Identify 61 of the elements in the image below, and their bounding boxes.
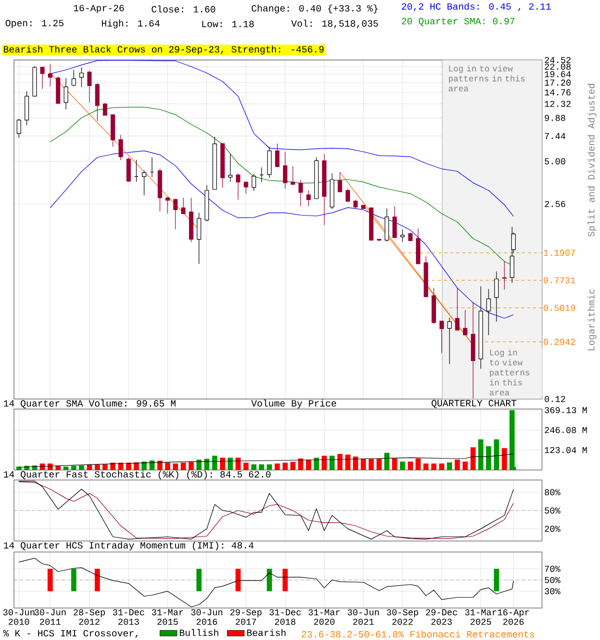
y-tick-label: 19.64 [544,71,571,78]
x-tick-label: 30-Jun 2010 [3,609,34,625]
y-tick-label: 123.04 M [544,446,587,454]
x-tick-label: 30-Jun 2016 [191,609,222,625]
x-tick-label: 31-Dec 2018 [270,609,301,625]
x-tick-label: 31-Mar 2025 [465,609,496,625]
x-tick-label: 30-Sep 2022 [386,609,418,625]
text: High: 1.64 [102,20,160,28]
annotation: 0.5019 [544,304,575,311]
text: 20 Quarter SMA: 0.97 [402,18,514,26]
legend-label: Bullish [180,629,218,636]
legend-title: % K - HCS IMI Crossover, [3,630,138,638]
x-tick-label: 29-Dec 2023 [426,609,458,625]
y-tick-label: 22.08 [544,64,571,70]
text: 23.6-38.2-50-61.8% Fibonacci Retracements [302,630,534,638]
chart-title: 14 Quarter HCS Intraday Momentum (IMI): 48.4 [4,542,254,550]
x-tick-label: 28-Sep 2012 [74,609,105,625]
text: Change: 0.40 {+33.3 %} [252,4,378,14]
text: Close: 1.60 [152,6,216,12]
y-tick-label: 5.00 [544,158,566,164]
text: 20,2 HC Bands: 0.45 , 2.11 [402,2,551,12]
y-tick-label: 369.13 M [544,407,587,414]
y-tick-label: 14.76 [544,89,571,96]
y-tick-label: 20% [544,526,560,532]
x-tick-label: 30-Jun 2011 [34,609,66,625]
y-tick-label: 246.08 M [544,427,587,434]
chart-title: 14 Quarter Fast Stochastic (%K) (%D): 84.5 62.0 [4,470,271,480]
y-tick-label: 80% [544,489,560,496]
text: Low: 1.18 [202,20,254,28]
y-tick-label: 9.88 [544,114,566,121]
x-tick-label: 31-Mar 2020 [308,609,340,625]
y-tick-label: 7.44 [544,133,566,139]
chart-title: Bearish Three Black Crows on 29-Sep-23, Strength: -456.9 [4,46,324,54]
y-tick-label: 17.20 [544,80,571,86]
annotation: 0.2942 [544,338,575,345]
y-tick-label: 50% [544,507,560,514]
legend-label: Bearish [247,629,286,636]
y-tick-label: 12.32 [544,100,571,107]
annotation: Log in to view patterns in this area [490,349,530,396]
y-tick-label: 0.12 [544,396,566,402]
text: Open: 1.25 [6,20,64,28]
text: Vol: 18,518,035 [291,20,378,28]
x-tick-label: 31-Dec 2013 [112,609,144,625]
y-tick-label: 30% [544,588,560,594]
y-axis-title: Split and Dividend Adjusted [588,84,596,237]
annotation: Log in to view patterns in this area [448,65,525,92]
text: Volume By Price [251,400,336,408]
y-tick-label: 70% [544,566,560,572]
annotation: 0.7731 [544,277,576,284]
x-tick-label: 30-Jun 2021 [348,609,379,625]
chart-title: 14 Quarter SMA Volume: 99.65 M [4,400,176,408]
x-tick-label: 29-Sep 2017 [230,609,262,625]
text: 16-Apr-26 [74,4,124,14]
text: QUARTERLY CHART [432,400,516,408]
y-tick-label: 2.56 [544,200,566,208]
x-tick-label: 31-Mar 2015 [152,609,184,625]
annotation: 1.1907 [544,250,575,256]
y-tick-label: 50% [544,576,560,584]
x-tick-label: 16-Apr 2026 [498,609,529,625]
y-tick-label: 24.52 [544,56,571,64]
text: Logarithmic [588,289,596,350]
